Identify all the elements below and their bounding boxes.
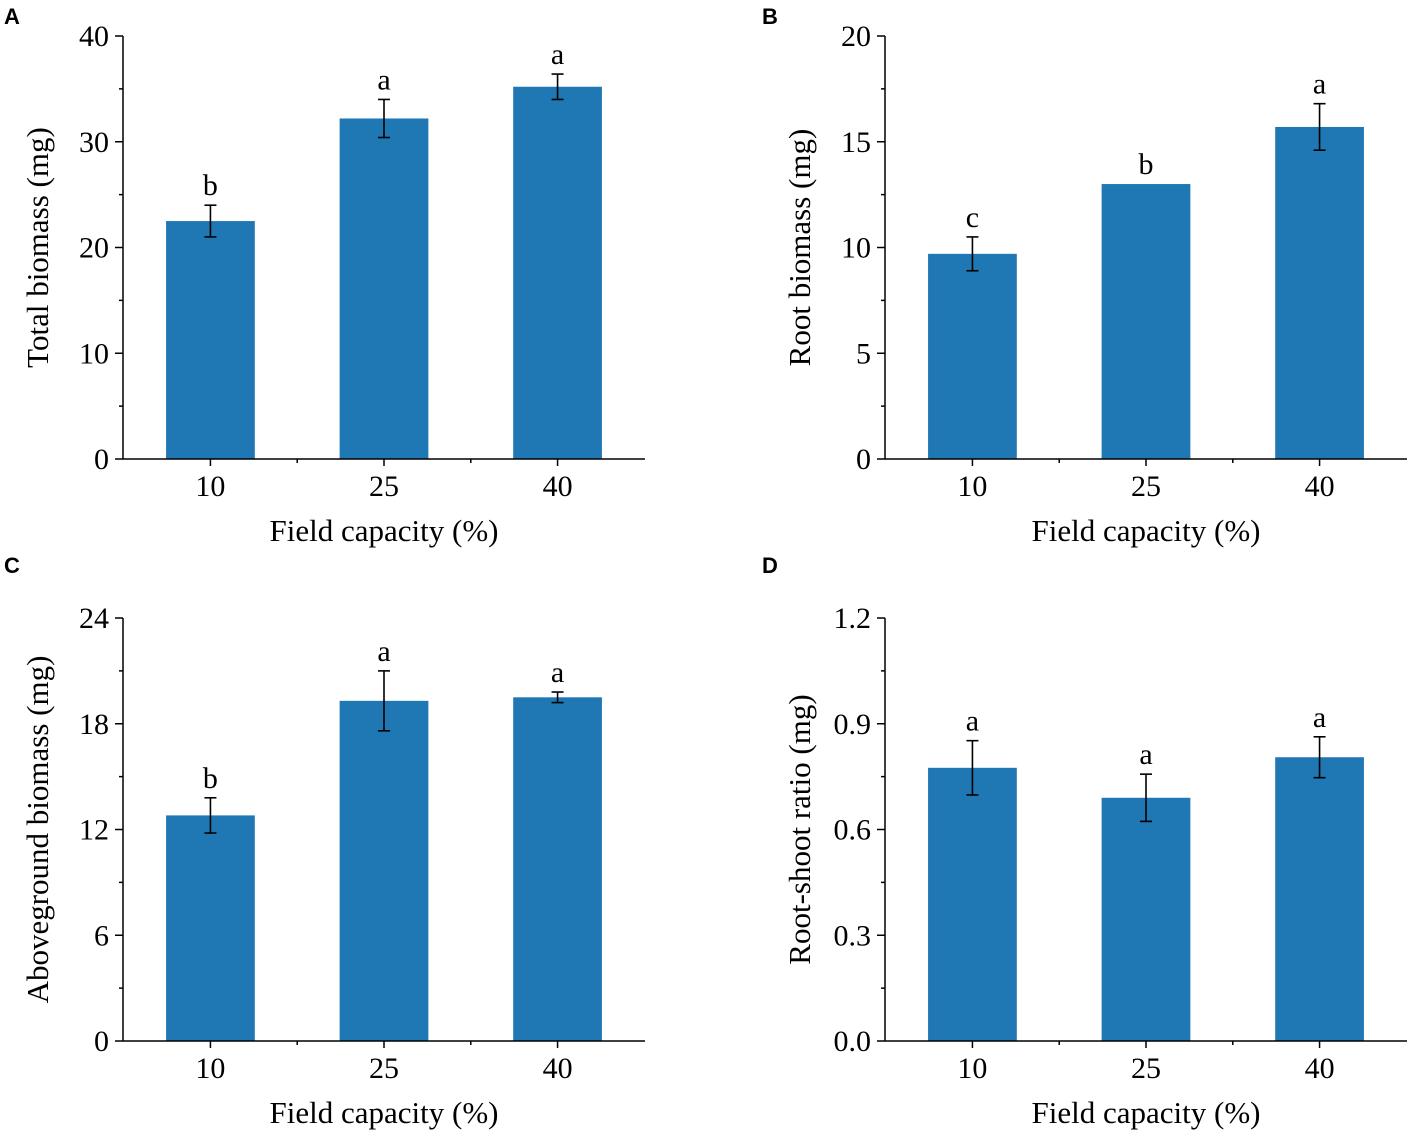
x-tick-label: 25 xyxy=(1131,470,1161,503)
x-axis-title: Field capacity (%) xyxy=(1032,1095,1261,1130)
significance-letter: b xyxy=(203,762,218,795)
y-tick-label: 20 xyxy=(841,20,871,53)
bar-25 xyxy=(1101,184,1191,460)
y-tick-label: 10 xyxy=(841,232,871,265)
y-tick-label: 1.2 xyxy=(834,602,872,635)
bar-10 xyxy=(928,253,1017,459)
y-tick-label: 0 xyxy=(94,1025,109,1058)
x-tick-label: 10 xyxy=(195,470,225,503)
bar-10 xyxy=(166,815,255,1041)
error-bar xyxy=(966,739,979,796)
x-tick-label: 40 xyxy=(543,1052,573,1085)
y-axis-title: Root-shoot ratio (mg) xyxy=(782,694,817,964)
error-bar xyxy=(551,691,564,704)
panel-letter: C xyxy=(4,553,20,578)
bar-40 xyxy=(1275,757,1364,1041)
error-bar xyxy=(378,670,390,732)
x-tick-label: 10 xyxy=(195,1052,225,1085)
error-bar xyxy=(1140,773,1152,823)
x-tick-label: 25 xyxy=(369,470,399,503)
error-bar xyxy=(204,796,217,834)
bar-40 xyxy=(1275,126,1364,459)
y-tick-label: 40 xyxy=(79,20,109,53)
x-axis-title: Field capacity (%) xyxy=(270,513,499,548)
x-tick-label: 10 xyxy=(957,1052,987,1085)
error-bar xyxy=(1313,102,1326,152)
y-tick-label: 6 xyxy=(94,919,109,952)
y-tick-label: 0.9 xyxy=(834,708,872,741)
panel-a: Ab 10 a 25 a 40 0 10 20 30 40 Field capacity (%) Tot… xyxy=(4,4,645,548)
significance-letter: a xyxy=(1139,738,1152,771)
bar-25 xyxy=(339,118,429,460)
error-bar xyxy=(966,236,979,272)
y-tick-label: 0 xyxy=(94,443,109,476)
bar-25 xyxy=(339,700,429,1041)
x-tick-label: 10 xyxy=(957,470,987,503)
y-tick-label: 0 xyxy=(856,443,871,476)
y-tick-label: 24 xyxy=(79,602,109,635)
x-tick-label: 40 xyxy=(1305,470,1335,503)
y-axis-title: Total biomass (mg) xyxy=(20,127,55,368)
bar-25 xyxy=(1101,797,1191,1041)
panel-letter: D xyxy=(762,553,778,578)
significance-letter: a xyxy=(966,705,979,738)
y-axis-title: Root biomass (mg) xyxy=(782,129,817,367)
y-tick-label: 12 xyxy=(79,814,109,847)
x-tick-label: 25 xyxy=(1131,1052,1161,1085)
error-bar xyxy=(551,73,564,101)
significance-letter: a xyxy=(551,38,564,71)
bar-40 xyxy=(513,86,602,459)
panel-b: Bc 10 b 25 a 40 0 5 10 15 20 Field capacity (%) Root… xyxy=(762,4,1407,548)
error-bar xyxy=(204,204,217,238)
error-bar xyxy=(378,98,390,139)
bar-40 xyxy=(513,697,602,1041)
bar-10 xyxy=(166,221,255,459)
significance-letter: a xyxy=(1313,701,1326,734)
panel-letter: A xyxy=(4,4,20,29)
bar-10 xyxy=(928,767,1017,1041)
x-tick-label: 40 xyxy=(543,470,573,503)
x-axis-title: Field capacity (%) xyxy=(270,1095,499,1130)
y-tick-label: 10 xyxy=(79,337,109,370)
significance-letter: b xyxy=(203,169,218,202)
significance-letter: a xyxy=(551,656,564,689)
x-axis-title: Field capacity (%) xyxy=(1032,513,1261,548)
y-tick-label: 0.3 xyxy=(834,919,872,952)
y-tick-label: 15 xyxy=(841,126,871,159)
significance-letter: a xyxy=(1313,68,1326,101)
x-tick-label: 40 xyxy=(1305,1052,1335,1085)
panel-letter: B xyxy=(762,4,778,29)
significance-letter: c xyxy=(966,201,979,234)
significance-letter: b xyxy=(1139,148,1154,181)
x-tick-label: 25 xyxy=(369,1052,399,1085)
y-tick-label: 0.0 xyxy=(834,1025,872,1058)
y-axis-title: Aboveground biomass (mg) xyxy=(20,656,55,1004)
panel-c: Cb 10 a 25 a 40 0 6 12 18 24 Field capacity (%) Abov… xyxy=(4,553,645,1130)
y-tick-label: 0.6 xyxy=(834,814,872,847)
error-bar xyxy=(1313,735,1326,779)
significance-letter: a xyxy=(377,635,390,668)
significance-letter: a xyxy=(377,63,390,96)
y-tick-label: 5 xyxy=(856,337,871,370)
y-tick-label: 20 xyxy=(79,232,109,265)
y-tick-label: 18 xyxy=(79,708,109,741)
y-tick-label: 30 xyxy=(79,126,109,159)
panel-d: Da 10 a 25 a 40 0.0 0.3 0.6 0.9 1.2 Field capacity … xyxy=(762,553,1407,1130)
